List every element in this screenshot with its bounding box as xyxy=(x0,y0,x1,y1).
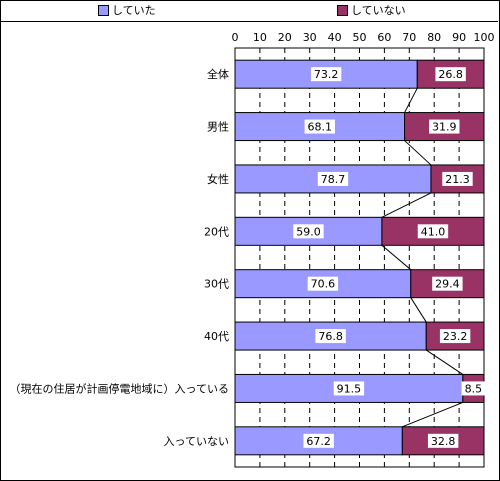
legend-swatch-did-not xyxy=(337,4,348,16)
series-line xyxy=(404,140,432,166)
legend-label-did: していた xyxy=(112,4,156,17)
plot-area-border xyxy=(234,47,485,468)
data-label-did-bg xyxy=(307,276,339,291)
data-label-did-bg xyxy=(333,381,365,396)
x-tick-label: 80 xyxy=(427,31,441,44)
x-tick-label: 20 xyxy=(278,31,292,44)
data-label-did: 59.0 xyxy=(296,225,321,238)
series-line xyxy=(425,349,464,375)
x-tick-label: 10 xyxy=(253,31,267,44)
x-tick-label: 70 xyxy=(402,31,416,44)
data-label-did: 76.8 xyxy=(318,330,343,343)
series-line xyxy=(381,244,412,271)
data-label-did: 78.7 xyxy=(321,173,346,186)
data-label-did-not: 29.4 xyxy=(435,278,460,291)
data-label-did-not: 32.8 xyxy=(431,435,456,448)
category-label: 20代 xyxy=(204,225,229,238)
data-label-did: 91.5 xyxy=(337,382,362,395)
series-line xyxy=(410,297,427,323)
legend-item-did-not: していない xyxy=(337,3,406,17)
data-label-did-not-bg xyxy=(435,67,466,82)
bar-did-not xyxy=(430,164,485,194)
series-line xyxy=(402,401,464,428)
data-label-did-not-bg xyxy=(429,119,460,134)
data-label-did-not: 41.0 xyxy=(421,225,446,238)
data-label-did-bg xyxy=(310,67,342,82)
data-label-did-bg xyxy=(317,171,349,186)
series-line xyxy=(381,192,432,218)
legend-label-did-not: していない xyxy=(351,4,406,17)
x-tick-label: 60 xyxy=(377,31,391,44)
data-label-did-not: 21.3 xyxy=(445,173,470,186)
data-label-did: 73.2 xyxy=(314,68,339,81)
category-label: 30代 xyxy=(204,278,229,291)
x-tick-label: 30 xyxy=(303,31,317,44)
data-label-did-not-bg xyxy=(432,276,463,291)
x-tick-label: 40 xyxy=(328,31,342,44)
x-tick-label: 50 xyxy=(353,31,367,44)
data-label-did-bg xyxy=(315,329,346,344)
x-tick-label: 0 xyxy=(232,31,239,44)
data-label-did-bg xyxy=(304,119,335,134)
category-label: 男性 xyxy=(207,120,229,134)
data-label-did-not: 23.2 xyxy=(443,330,468,343)
bar-did xyxy=(234,321,427,351)
legend-item-did: していた xyxy=(98,3,156,17)
data-label-did: 68.1 xyxy=(308,121,333,134)
bar-did xyxy=(234,59,418,89)
data-label-did-not-bg xyxy=(461,381,486,396)
series-line xyxy=(404,87,418,113)
legend-swatch-did xyxy=(98,4,109,16)
category-label: 40代 xyxy=(204,330,229,343)
x-tick-label: 90 xyxy=(452,31,466,44)
data-label-did-bg xyxy=(293,224,324,239)
x-tick-label: 100 xyxy=(474,31,495,44)
data-label-did-not: 31.9 xyxy=(432,121,457,134)
data-label-did: 70.6 xyxy=(311,278,336,291)
data-label-did-not-bg xyxy=(417,224,449,239)
data-label-did-not-bg xyxy=(442,171,473,186)
legend: していた していない xyxy=(0,0,498,22)
category-label: 全体 xyxy=(207,67,229,81)
data-label-did-bg xyxy=(303,433,334,448)
data-label-did-not-bg xyxy=(439,329,471,344)
data-label-did-not-bg xyxy=(427,433,459,448)
category-label: 女性 xyxy=(207,172,229,186)
data-label-did: 67.2 xyxy=(306,435,331,448)
category-label: 入っていない xyxy=(164,435,229,448)
data-label-did-not: 26.8 xyxy=(438,68,463,81)
data-label-did-not: 8.5 xyxy=(465,382,483,395)
category-label: （現在の住居が計画停電地域に）入っている xyxy=(10,381,229,395)
